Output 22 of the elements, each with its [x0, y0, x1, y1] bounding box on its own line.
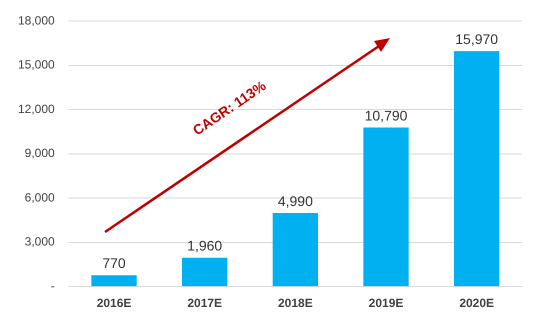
y-tick-label: 6,000 [24, 190, 56, 204]
data-label: 15,970 [455, 30, 498, 47]
bar [363, 128, 409, 286]
x-tick-label: 2017E [187, 296, 222, 310]
data-label: 4,990 [278, 192, 314, 209]
y-tick-label: 12,000 [18, 102, 56, 116]
x-tick-label: 2020E [459, 296, 494, 310]
y-tick-label: - [50, 278, 55, 293]
y-tick-label: 18,000 [18, 14, 56, 28]
data-label: 10,790 [364, 107, 408, 124]
y-tick-label: 15,000 [18, 58, 56, 72]
x-tick-label: 2019E [368, 296, 404, 310]
x-tick-label: 2016E [96, 296, 132, 310]
bar [272, 213, 318, 286]
bar [182, 258, 228, 286]
data-label: 770 [102, 255, 126, 272]
y-tick-label: 3,000 [24, 234, 56, 249]
y-tick-label: 9,000 [24, 146, 56, 160]
data-label: 1,960 [187, 238, 222, 254]
bar [454, 51, 500, 286]
bar [91, 275, 137, 286]
x-tick-label: 2018E [278, 296, 313, 310]
